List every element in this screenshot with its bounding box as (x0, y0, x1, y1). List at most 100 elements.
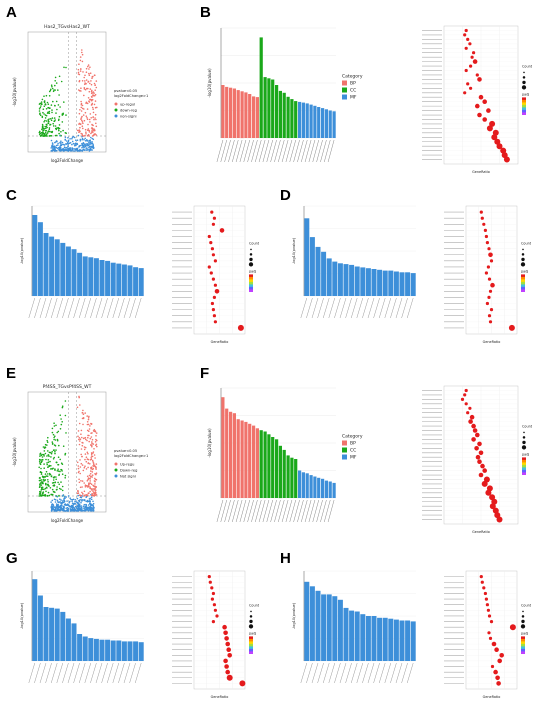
dot (212, 592, 215, 595)
volcano-point (58, 456, 60, 458)
volcano-point (54, 451, 56, 453)
volcano-point (53, 91, 55, 93)
bar-tick-label-mark (301, 140, 307, 162)
volcano-point (81, 486, 83, 488)
volcano-point (91, 90, 93, 92)
volcano-point (86, 485, 88, 487)
bar (298, 471, 301, 499)
volcano-point (52, 509, 54, 511)
volcano-point (79, 423, 81, 425)
dot (470, 415, 475, 420)
bar-tick-label-mark (259, 500, 265, 522)
bar-tick-label-mark (328, 500, 334, 522)
dot (465, 29, 468, 32)
bar (111, 263, 116, 296)
volcano-point (90, 80, 92, 82)
volcano-point (90, 99, 92, 101)
dot (486, 302, 489, 305)
volcano-point (91, 143, 93, 145)
padj-gradient-step (249, 289, 253, 292)
volcano-point (52, 494, 54, 496)
dot (471, 424, 476, 429)
bar-tick-label-mark (318, 663, 324, 683)
volcano-point (77, 498, 79, 500)
bar-tick-label-mark (362, 663, 368, 683)
volcano-point (50, 135, 52, 137)
volcano-point (89, 121, 91, 123)
legend-swatch (342, 455, 347, 460)
bar (122, 641, 127, 661)
volcano-point (79, 127, 81, 129)
volcano-point (78, 479, 80, 481)
panel-label-b: B (200, 4, 211, 21)
bar-tick-label-mark (217, 140, 223, 162)
volcano-point (42, 130, 44, 132)
volcano-point (82, 71, 84, 73)
bar (411, 273, 416, 296)
volcano-point (57, 143, 59, 145)
volcano-point (67, 137, 69, 139)
volcano-point (60, 508, 62, 510)
volcano-point (92, 456, 94, 458)
legend-title-line: log2FoldChange>1 (114, 94, 148, 98)
volcano-point (62, 486, 64, 488)
volcano-point (73, 503, 75, 505)
bar (360, 614, 365, 661)
bar (248, 94, 251, 138)
padj-gradient-step (522, 102, 526, 105)
bar (372, 269, 377, 296)
volcano-point (66, 140, 68, 142)
volcano-point (88, 73, 90, 75)
volcano-point (79, 109, 81, 111)
volcano-point (80, 60, 82, 62)
bar-tick-label-mark (40, 663, 46, 683)
count-legend-dot (523, 72, 525, 74)
volcano-point (83, 499, 85, 501)
volcano-point (52, 123, 54, 125)
dot (477, 459, 482, 464)
volcano-point (42, 127, 44, 129)
padj-gradient-step (521, 279, 525, 282)
volcano-point (80, 466, 82, 468)
padj-gradient-step (522, 472, 526, 475)
volcano-point (91, 499, 93, 501)
bar (405, 272, 410, 296)
volcano-point (51, 475, 53, 477)
volcano-point (51, 109, 53, 111)
dot (208, 235, 211, 238)
bar (252, 426, 255, 498)
bar (304, 582, 309, 661)
volcano-point (78, 430, 80, 432)
dot (469, 87, 472, 90)
legend-swatch (342, 448, 347, 453)
bar (283, 93, 286, 138)
volcano-point (92, 505, 94, 507)
volcano-point (48, 459, 50, 461)
bar (349, 265, 354, 296)
volcano-point (94, 481, 96, 483)
dot (463, 33, 466, 36)
volcano-point (92, 95, 94, 97)
volcano-point (57, 440, 59, 442)
volcano-point (60, 142, 62, 144)
bar (321, 108, 324, 138)
bar (139, 642, 144, 661)
volcano-point (80, 101, 82, 103)
volcano-point (47, 102, 49, 104)
dot (481, 581, 484, 584)
volcano-point (78, 63, 80, 65)
volcano-point (78, 73, 80, 75)
bar (83, 637, 88, 662)
bar (88, 638, 93, 661)
dot (487, 265, 490, 268)
bar-tick-label-mark (340, 298, 346, 318)
volcano-point (88, 441, 90, 443)
bar (105, 261, 110, 296)
bar (88, 257, 93, 296)
volcano-point (78, 135, 80, 137)
volcano-point (88, 64, 90, 66)
volcano-point (90, 467, 92, 469)
volcano-point (68, 150, 70, 152)
volcano-point (85, 486, 87, 488)
volcano-point (84, 149, 86, 151)
